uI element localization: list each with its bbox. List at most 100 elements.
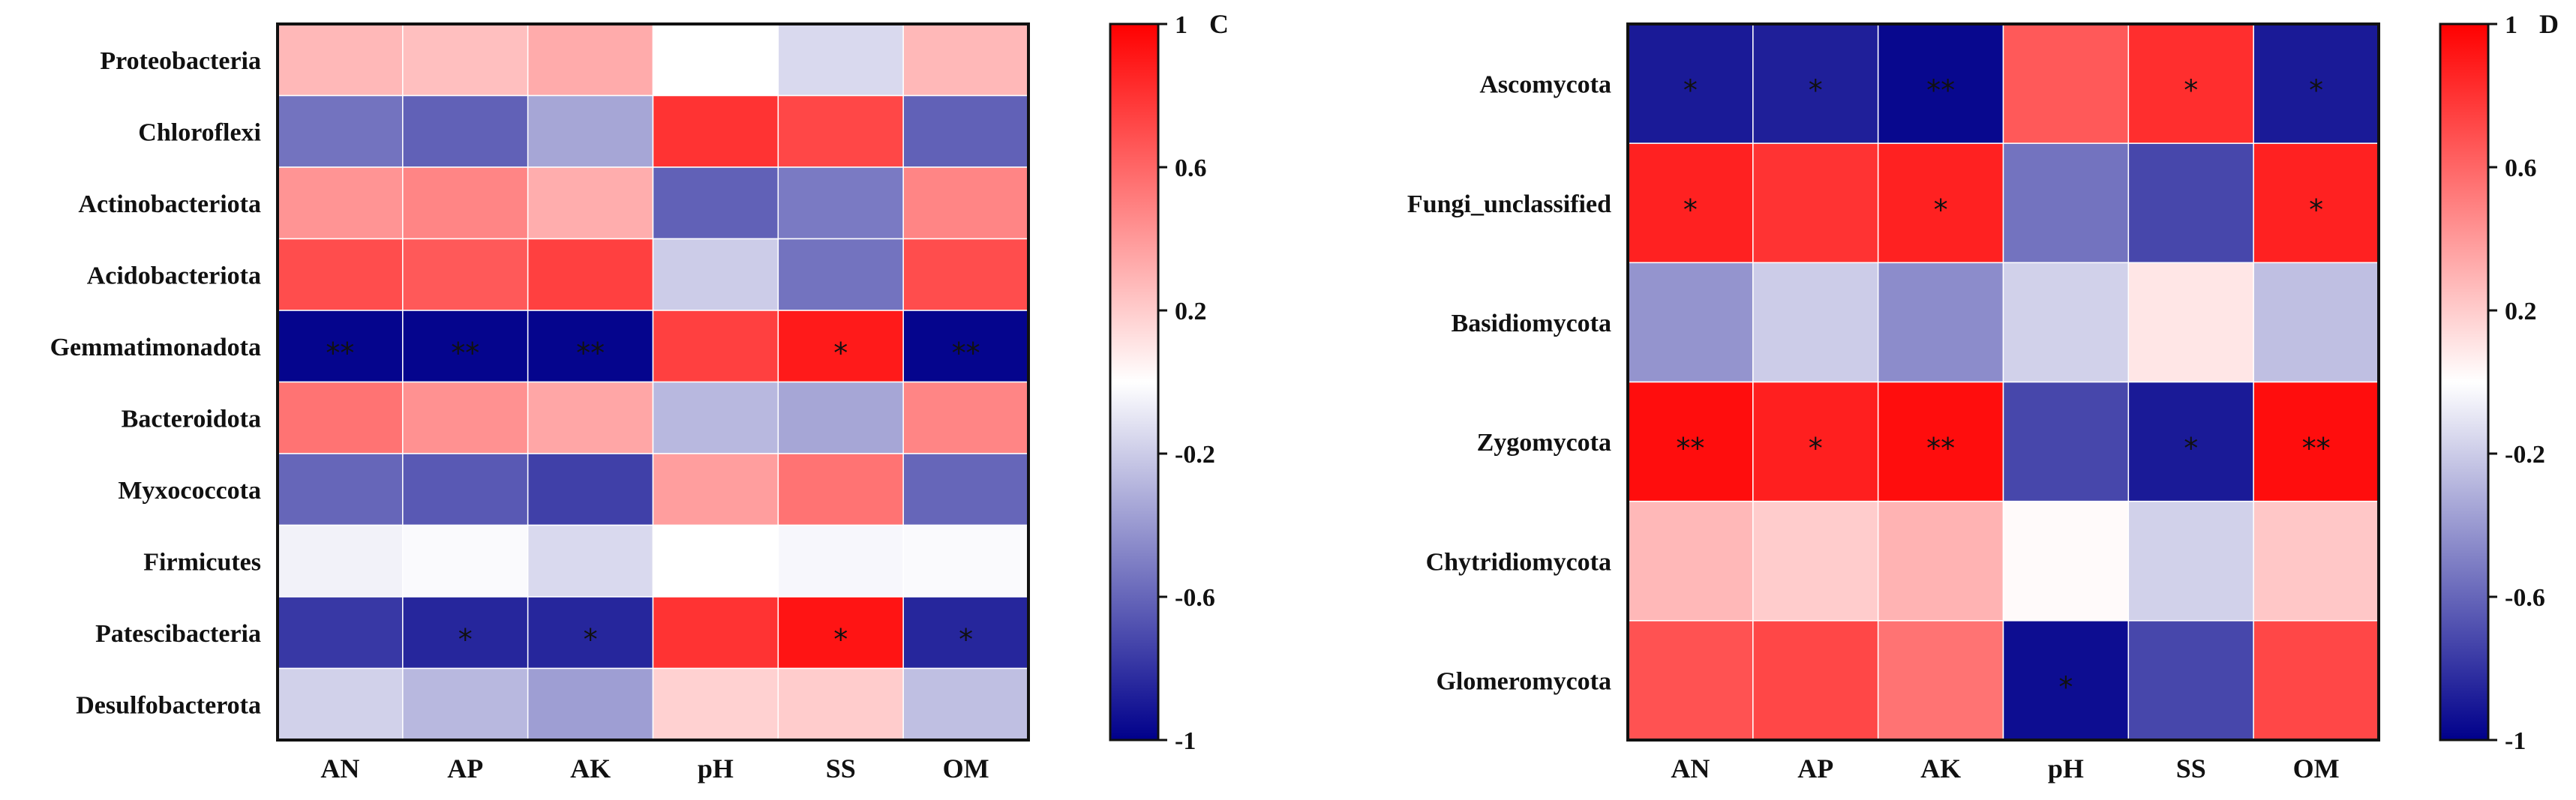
significance-mark: * — [2309, 74, 2323, 107]
heatmap-cell — [277, 310, 404, 383]
heatmap-cell — [402, 667, 529, 741]
heatmap-cell — [1752, 381, 1879, 502]
significance-mark: * — [833, 623, 848, 656]
row-label: Proteobacteria — [100, 47, 261, 75]
row-label: Gemmatimonadota — [50, 334, 261, 361]
column-label: AP — [1797, 754, 1833, 784]
significance-mark: * — [1683, 193, 1698, 226]
heatmap-cell — [2002, 381, 2130, 502]
heatmap-cell — [1627, 381, 1754, 502]
heatmap-cell — [277, 94, 404, 168]
significance-marks: * * ** * ** * *** * ** * *** — [1676, 74, 2330, 704]
heatmap-cell — [902, 524, 1029, 598]
heatmap-cell — [1627, 620, 1754, 741]
heatmap-cell — [1877, 142, 2004, 264]
heatmap-cell — [527, 524, 654, 598]
heatmap-cell — [902, 667, 1029, 741]
heatmap-cell — [777, 453, 904, 526]
heatmap-cell — [777, 23, 904, 97]
row-label: Chloroflexi — [138, 118, 261, 146]
column-label: SS — [826, 754, 856, 784]
row-label: Ascomycota — [1479, 71, 1611, 99]
heatmap-cell — [652, 310, 779, 383]
significance-mark: * — [1683, 74, 1698, 107]
heatmap-cell — [652, 667, 779, 741]
heatmap-cell — [277, 238, 404, 311]
significance-mark: * — [2184, 74, 2198, 107]
heatmap-cell — [1752, 142, 1879, 264]
colorbar-tick-label: -0.2 — [1175, 441, 1215, 469]
heatmap-cell — [1752, 500, 1879, 622]
column-label: pH — [2048, 754, 2084, 784]
colorbar-tick-label: -0.2 — [2505, 441, 2545, 469]
significance-mark: ** — [2302, 432, 2331, 465]
column-labels: AN AP AK pH SS OM — [320, 754, 989, 784]
row-label: Patescibacteria — [95, 620, 261, 648]
significance-mark: ** — [952, 337, 980, 370]
colorbar-tick-label: -0.6 — [2505, 584, 2545, 612]
heatmap-cell — [2002, 23, 2130, 144]
colorbar-tick-label: 0.6 — [1175, 154, 1207, 182]
row-label: Bacteroidota — [122, 405, 261, 433]
colorbar-tick-label: -1 — [2505, 727, 2526, 755]
heatmap-cell — [2127, 142, 2254, 264]
heatmap-cell — [902, 94, 1029, 168]
significance-mark: * — [2058, 670, 2073, 703]
row-label: Chytridiomycota — [1426, 548, 1611, 576]
heatmap-cell — [652, 596, 779, 670]
heatmap-cell — [652, 453, 779, 526]
row-label: Firmicutes — [143, 548, 261, 576]
heatmap-cell — [1877, 23, 2004, 144]
heatmap-cell — [1877, 500, 2004, 622]
heatmap-cell — [277, 381, 404, 454]
heatmap-cell — [527, 23, 654, 97]
heatmap-cell — [902, 166, 1029, 240]
column-labels: AN AP AK pH SS OM — [1671, 754, 2339, 784]
heatmap-cell — [777, 310, 904, 383]
heatmap-cell — [402, 596, 529, 670]
heatmap-cell — [527, 667, 654, 741]
colorbar-tick-label: 0.6 — [2505, 154, 2537, 182]
colorbar-tick-label: -0.6 — [1175, 584, 1215, 612]
colorbar-gradient — [1109, 22, 1160, 742]
row-labels: Ascomycota Fungi_unclassified Basidiomycot… — [1407, 71, 1611, 696]
heatmap-cell — [2002, 620, 2130, 741]
heatmap-cell — [652, 23, 779, 97]
colorbar-tick-label: 0.2 — [2505, 298, 2537, 325]
heatmap-cell — [1627, 262, 1754, 383]
significance-mark: * — [959, 623, 973, 656]
significance-mark: ** — [326, 337, 354, 370]
heatmap-cell — [902, 310, 1029, 383]
heatmap-cell — [1877, 381, 2004, 502]
column-label: pH — [698, 754, 734, 784]
heatmap-cell — [277, 596, 404, 670]
row-label: Desulfobacterota — [76, 691, 261, 719]
heatmap-panel-c: ** ** ** * *** * * * ProteobacteriaChloroflexiA… — [50, 9, 1229, 784]
heatmap-cell — [527, 453, 654, 526]
heatmap-cell — [277, 453, 404, 526]
heatmap-cells — [277, 23, 1029, 741]
column-label: OM — [943, 754, 989, 784]
heatmap-cell — [2127, 500, 2254, 622]
heatmap-cell — [2002, 500, 2130, 622]
significance-mark: * — [1809, 432, 1823, 465]
colorbar: 1 0.6 0.2 -0.2 -0.6 -1 D — [2439, 9, 2559, 755]
significance-mark: * — [458, 623, 473, 656]
heatmap-cell — [2253, 620, 2379, 741]
heatmap-cell — [902, 453, 1029, 526]
heatmap-cell — [2253, 381, 2379, 502]
heatmap-frame — [1626, 22, 2380, 742]
heatmap-cell — [652, 166, 779, 240]
heatmap-cell — [652, 238, 779, 311]
heatmap-cell — [402, 166, 529, 240]
column-label: AN — [320, 754, 359, 784]
column-label: AK — [1920, 754, 1961, 784]
heatmap-cell — [2253, 500, 2379, 622]
heatmap-cell — [277, 524, 404, 598]
row-label: Myxococcota — [118, 477, 261, 505]
heatmap-cell — [902, 23, 1029, 97]
heatmap-cell — [1877, 620, 2004, 741]
row-labels: Proteobacteria Chloroflexi Actinobacteriot… — [50, 47, 261, 720]
heatmap-cell — [402, 23, 529, 97]
heatmap-cell — [777, 524, 904, 598]
